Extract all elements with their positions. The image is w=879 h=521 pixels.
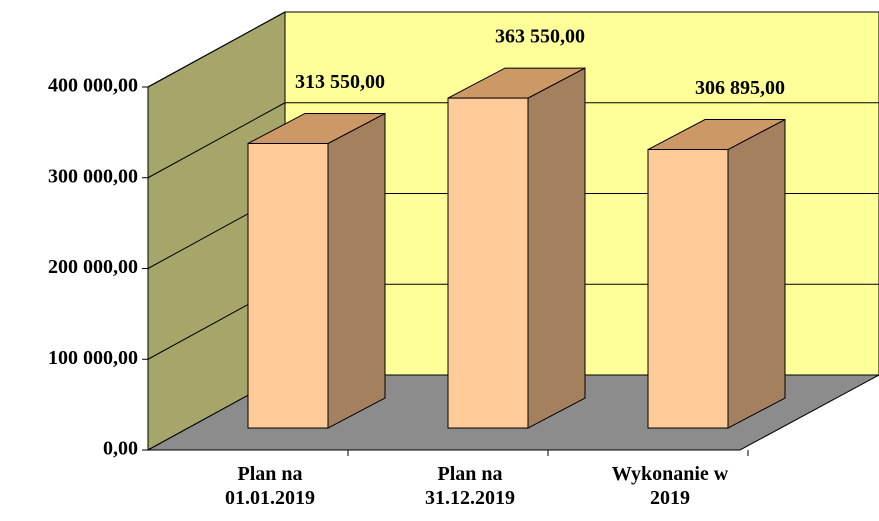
bar	[647, 149, 729, 429]
bar-side	[327, 112, 386, 429]
x-tick-label: Plan na 31.12.2019	[425, 463, 515, 509]
bar-side	[527, 67, 586, 429]
y-tick-label: 300 000,00	[48, 165, 138, 187]
x-tick-label: Plan na 01.01.2019	[225, 463, 315, 509]
x-tick-label: Wykonanie w 2019	[611, 463, 729, 509]
grid-line	[147, 11, 286, 88]
value-label: 363 550,00	[495, 26, 585, 48]
y-tick-label: 400 000,00	[48, 75, 138, 97]
value-label: 313 550,00	[295, 71, 385, 93]
y-tick-label: 200 000,00	[48, 256, 138, 278]
bar	[447, 97, 529, 429]
bar-side	[727, 118, 786, 429]
y-tick-label: 0,00	[103, 438, 138, 460]
bar	[247, 142, 329, 429]
grid-line	[147, 102, 286, 179]
value-label: 306 895,00	[695, 77, 785, 99]
y-tick-label: 100 000,00	[48, 347, 138, 369]
